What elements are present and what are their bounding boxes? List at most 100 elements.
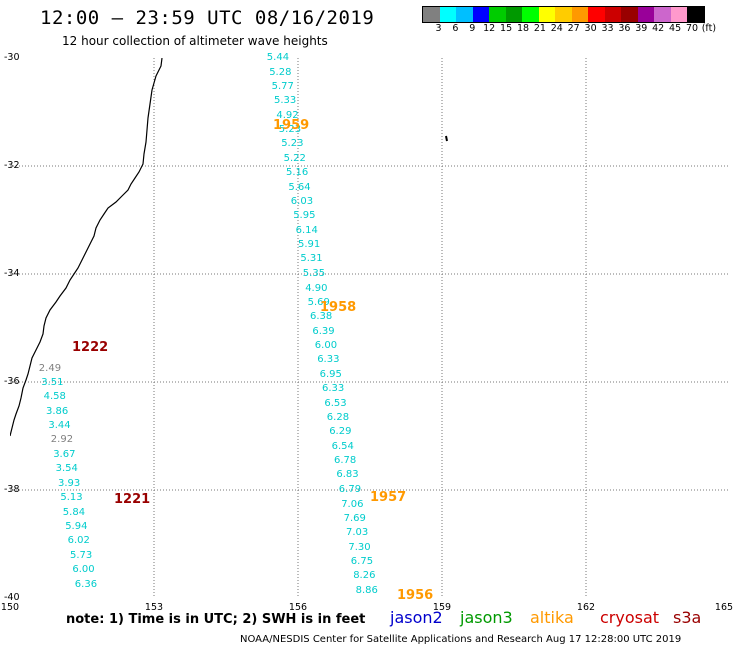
island (445, 135, 448, 142)
wave-height-value: 6.14 (295, 224, 318, 236)
colorbar-label: 27 (567, 23, 580, 34)
colorbar-label: 33 (601, 23, 614, 34)
colorbar-swatch (588, 7, 605, 22)
longitude-tick-label: 156 (288, 602, 308, 613)
wave-height-value: 6.29 (329, 426, 352, 438)
credit-line: NOAA/NESDIS Center for Satellite Applica… (240, 634, 682, 645)
colorbar-swatch (571, 7, 588, 22)
wave-height-value: 6.78 (334, 455, 357, 467)
wave-height-value: 4.92 (276, 109, 299, 121)
wave-height-value: 6.33 (317, 354, 340, 366)
colorbar-label: 24 (550, 23, 563, 34)
satellite-legend-item: jason2 (390, 608, 443, 627)
latitude-tick-label: -32 (4, 160, 20, 171)
wave-height-value: 5.64 (288, 181, 311, 193)
map-title: 12:00 – 23:59 UTC 08/16/2019 (40, 7, 375, 29)
wave-height-value: 8.86 (355, 584, 378, 596)
colorbar-swatch (604, 7, 621, 22)
wave-height-value: 6.02 (67, 535, 90, 547)
wave-height-value: 5.84 (62, 506, 86, 518)
wave-height-value: 3.44 (48, 420, 71, 432)
longitude-tick-label: 150 (0, 602, 20, 613)
wave-height-value: 5.22 (283, 152, 306, 164)
colorbar-swatch (456, 7, 473, 22)
colorbar-label: 30 (584, 23, 597, 34)
wave-height-value: 4.90 (305, 282, 328, 294)
colorbar-swatch (687, 7, 704, 22)
latitude-tick-label: -36 (4, 376, 20, 387)
wave-height-value: 5.94 (65, 520, 88, 532)
colorbar-label: 70 (685, 23, 699, 34)
satellite-legend-item: cryosat (600, 608, 660, 627)
wave-height-value: 5.44 (266, 52, 290, 63)
latitude-tick-label: -30 (4, 52, 20, 63)
wave-height-value: 5.16 (286, 167, 309, 179)
wave-height-value: 7.03 (346, 527, 369, 539)
wave-height-value: 5.31 (300, 253, 323, 265)
latitude-tick-label: -34 (4, 268, 20, 279)
pass-time-label: 1956 (397, 588, 434, 603)
colorbar-swatch (538, 7, 555, 22)
satellite-legend-item: jason3 (460, 608, 513, 627)
colorbar-label: 36 (618, 23, 631, 34)
wave-height-value: 5.28 (269, 66, 292, 78)
colorbar (422, 6, 705, 23)
colorbar-swatch (423, 7, 440, 22)
colorbar-swatch (654, 7, 671, 22)
wave-height-value: 6.54 (331, 440, 354, 452)
wave-height-value: 3.51 (41, 377, 64, 389)
satellite-legend-item: s3a (673, 608, 702, 627)
pass-time-label: 1221 (114, 492, 151, 507)
wave-height-value: 5.33 (274, 95, 297, 107)
wave-height-value: 6.95 (319, 368, 342, 380)
wave-height-value: 5.77 (271, 80, 294, 92)
satellite-legend-item: altika (530, 608, 574, 627)
colorbar-swatch (505, 7, 522, 22)
longitude-tick-label: 165 (714, 602, 734, 613)
wave-height-value: 6.39 (312, 325, 335, 337)
wave-height-value: 6.36 (74, 578, 98, 590)
colorbar-swatch (555, 7, 572, 22)
longitude-tick-label: 153 (144, 602, 164, 613)
wave-height-value: 6.38 (310, 311, 333, 323)
colorbar-swatch (670, 7, 687, 22)
longitude-tick-label: 159 (432, 602, 452, 613)
colorbar-swatch (472, 7, 489, 22)
wave-height-value: 6.28 (326, 412, 350, 424)
colorbar-label: 3 (435, 23, 442, 34)
colorbar-swatch (637, 7, 654, 22)
pass-time-label: 1958 (320, 300, 357, 315)
wave-height-value: 5.13 (60, 492, 83, 504)
wave-height-value: 7.06 (341, 498, 364, 510)
colorbar-label: 18 (516, 23, 530, 34)
wave-height-value: 3.93 (58, 477, 81, 489)
wave-height-value: 5.23 (278, 123, 302, 135)
colorbar-label: 42 (652, 23, 665, 34)
wave-height-value: 6.03 (290, 196, 314, 208)
colorbar-label: 45 (669, 23, 682, 34)
latitude-tick-label: -38 (4, 484, 20, 495)
wave-height-value: 5.69 (307, 296, 330, 308)
wave-height-value: 5.23 (281, 138, 304, 150)
wave-height-value: 3.54 (55, 463, 78, 475)
wave-height-value: 7.30 (348, 541, 371, 553)
colorbar-label: 15 (500, 23, 513, 34)
colorbar-swatch (489, 7, 506, 22)
wave-height-value: 6.53 (324, 397, 347, 409)
note-text: note: 1) Time is in UTC; 2) SWH is in fe… (66, 612, 366, 627)
grid-lines (10, 58, 730, 598)
wave-height-value: 4.58 (43, 391, 66, 403)
colorbar-label: 21 (533, 23, 546, 34)
wave-height-value: 2.92 (50, 434, 74, 446)
wave-height-value: 7.69 (343, 512, 366, 524)
colorbar-label: 6 (452, 23, 459, 34)
wave-height-value: 3.67 (53, 448, 76, 460)
colorbar-label: 39 (635, 23, 648, 34)
colorbar-label: (ft) (701, 23, 717, 34)
wave-height-value: 2.49 (38, 362, 62, 374)
wave-height-value: 6.75 (350, 555, 374, 567)
wave-height-value: 6.83 (336, 469, 359, 481)
pass-time-label: 1957 (370, 490, 407, 505)
wave-height-value: 6.00 (72, 563, 95, 575)
pass-time-label: 1222 (72, 340, 109, 355)
